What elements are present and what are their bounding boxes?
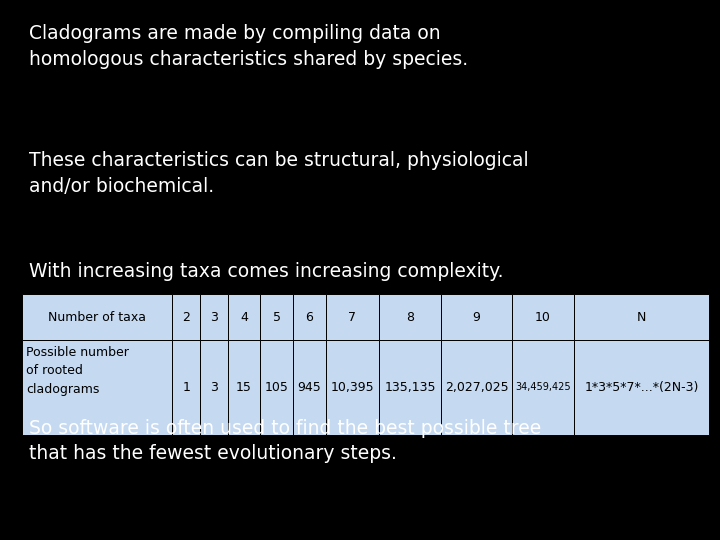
Text: 135,135: 135,135	[384, 381, 436, 394]
Bar	[379, 294, 441, 340]
Text: 7: 7	[348, 310, 356, 324]
Bar	[22, 294, 172, 340]
Text: 8: 8	[406, 310, 414, 324]
Text: 10,395: 10,395	[330, 381, 374, 394]
Text: 2,027,025: 2,027,025	[445, 381, 508, 394]
Text: 1*3*5*7*...*(2N-3): 1*3*5*7*...*(2N-3)	[585, 381, 698, 394]
Bar	[512, 340, 574, 435]
Bar	[200, 294, 228, 340]
Text: 2: 2	[182, 310, 190, 324]
Bar	[379, 340, 441, 435]
Bar	[441, 294, 512, 340]
Text: 10: 10	[535, 310, 551, 324]
Text: 15: 15	[236, 381, 252, 394]
Bar	[325, 340, 379, 435]
Bar	[293, 340, 325, 435]
Text: 3: 3	[210, 310, 217, 324]
Bar	[574, 294, 709, 340]
Text: 9: 9	[472, 310, 480, 324]
Bar	[441, 340, 512, 435]
Text: 4: 4	[240, 310, 248, 324]
Bar	[260, 340, 293, 435]
Bar	[172, 294, 200, 340]
Text: With increasing taxa comes increasing complexity.: With increasing taxa comes increasing co…	[29, 262, 503, 281]
Text: 6: 6	[305, 310, 313, 324]
Bar	[172, 340, 200, 435]
Text: 3: 3	[210, 381, 217, 394]
Text: 34,459,425: 34,459,425	[515, 382, 571, 393]
Text: 1: 1	[182, 381, 190, 394]
Bar	[228, 340, 260, 435]
Bar	[512, 294, 574, 340]
Bar	[22, 340, 172, 435]
Text: Number of taxa: Number of taxa	[48, 310, 146, 324]
Bar	[200, 340, 228, 435]
Text: These characteristics can be structural, physiological
and/or biochemical.: These characteristics can be structural,…	[29, 151, 528, 196]
Text: N: N	[637, 310, 647, 324]
Bar	[228, 294, 260, 340]
Text: So software is often used to find the best possible tree
that has the fewest evo: So software is often used to find the be…	[29, 418, 541, 463]
Text: 945: 945	[297, 381, 321, 394]
Text: Possible number
of rooted
cladograms: Possible number of rooted cladograms	[26, 346, 129, 396]
Bar	[260, 294, 293, 340]
Bar	[325, 294, 379, 340]
Bar	[293, 294, 325, 340]
Text: 105: 105	[265, 381, 289, 394]
Text: Cladograms are made by compiling data on
homologous characteristics shared by sp: Cladograms are made by compiling data on…	[29, 24, 468, 69]
Bar	[574, 340, 709, 435]
Text: 5: 5	[273, 310, 281, 324]
